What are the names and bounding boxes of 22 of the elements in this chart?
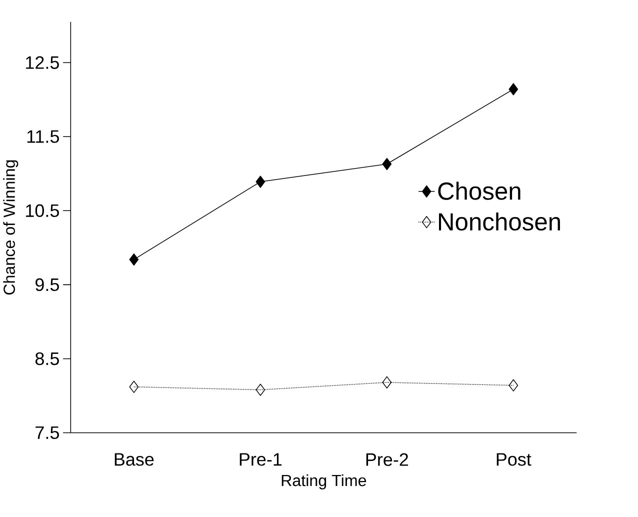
x-tick-label: Post: [496, 453, 532, 466]
x-axis-title: Rating Time: [282, 474, 366, 490]
point: [256, 384, 266, 396]
y-tick-label: 10.5: [26, 204, 59, 217]
y-tick-label: 11.5: [27, 130, 59, 143]
y-tick-label: 12.5: [26, 56, 59, 69]
point: [382, 376, 392, 388]
legend-label: Nonchosen: [438, 212, 560, 230]
y-axis-title: Chance of Winning: [3, 160, 18, 294]
point: [382, 158, 392, 170]
point: [129, 253, 139, 266]
point: [256, 176, 266, 188]
y-tick-label: 9.5: [36, 278, 59, 291]
point: [129, 380, 139, 393]
point: [508, 82, 518, 96]
legend-label: Chosen: [438, 182, 520, 200]
x-tick-label: Pre-1: [240, 453, 282, 466]
y-tick-label: 8.5: [35, 352, 59, 365]
x-tick-label: Pre-2: [366, 453, 408, 466]
x-tick-label: Base: [114, 453, 154, 466]
point: [508, 379, 518, 392]
y-tick-label: 7.5: [36, 426, 59, 439]
